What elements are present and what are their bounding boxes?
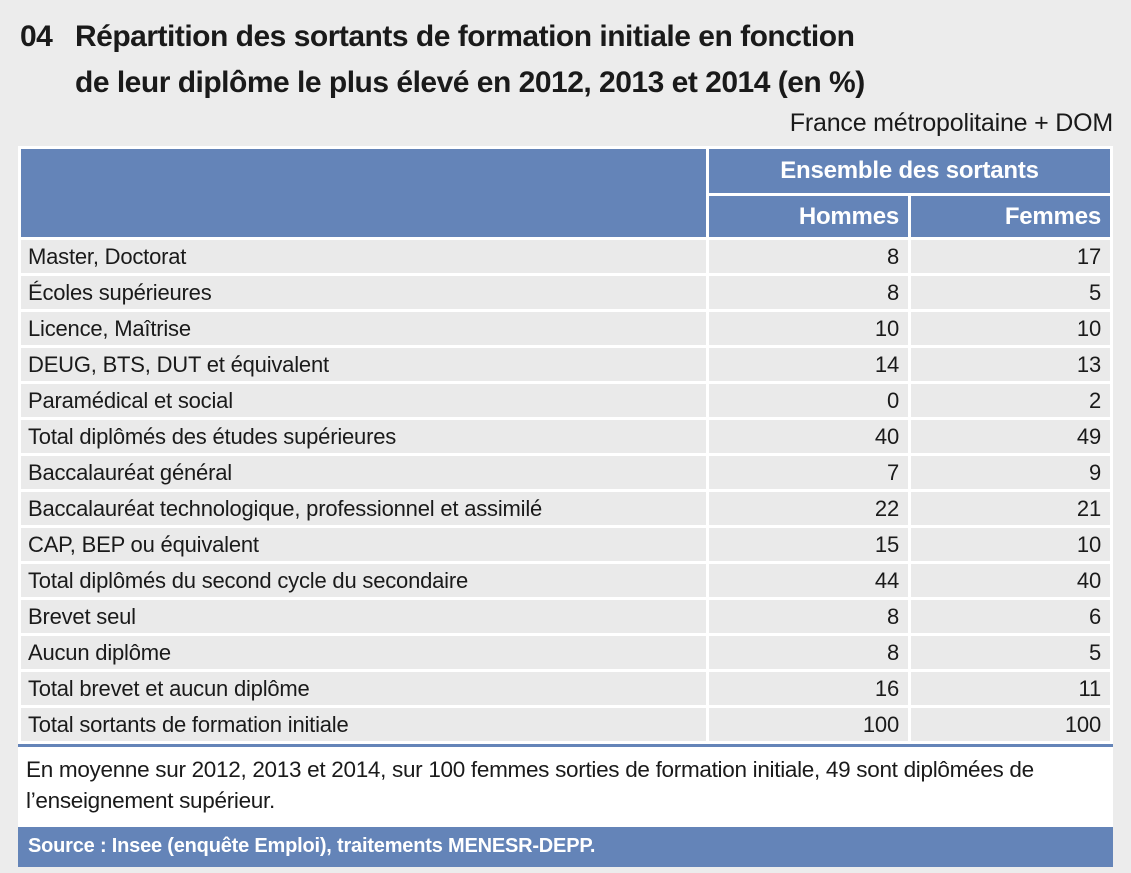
row-value-femmes: 11 (911, 672, 1110, 705)
row-value-femmes: 21 (911, 492, 1110, 525)
table-row: Paramédical et social 0 2 (21, 384, 1110, 417)
row-value-hommes: 22 (709, 492, 908, 525)
row-value-femmes: 9 (911, 456, 1110, 489)
table-row: Brevet seul 8 6 (21, 600, 1110, 633)
row-value-femmes: 5 (911, 636, 1110, 669)
row-value-femmes: 49 (911, 420, 1110, 453)
row-value-femmes: 100 (911, 708, 1110, 741)
row-value-femmes: 5 (911, 276, 1110, 309)
row-value-hommes: 14 (709, 348, 908, 381)
row-label: Paramédical et social (21, 384, 706, 417)
figure-number: 04 (20, 20, 53, 53)
row-label: DEUG, BTS, DUT et équivalent (21, 348, 706, 381)
row-value-femmes: 10 (911, 528, 1110, 561)
row-value-hommes: 44 (709, 564, 908, 597)
row-value-hommes: 100 (709, 708, 908, 741)
table-row: Écoles supérieures 8 5 (21, 276, 1110, 309)
table-row: CAP, BEP ou équivalent 15 10 (21, 528, 1110, 561)
row-label: Baccalauréat technologique, professionne… (21, 492, 706, 525)
row-label: Écoles supérieures (21, 276, 706, 309)
row-value-femmes: 6 (911, 600, 1110, 633)
row-value-hommes: 7 (709, 456, 908, 489)
row-value-femmes: 2 (911, 384, 1110, 417)
row-value-hommes: 16 (709, 672, 908, 705)
row-value-femmes: 10 (911, 312, 1110, 345)
row-label: Total diplômés des études supérieures (21, 420, 706, 453)
table-header: Ensemble des sortants Hommes Femmes (21, 149, 1110, 237)
row-value-femmes: 40 (911, 564, 1110, 597)
row-value-hommes: 15 (709, 528, 908, 561)
table-sheet: Ensemble des sortants Hommes Femmes Mast… (18, 146, 1113, 867)
figure-title-line-2: de leur diplôme le plus élevé en 2012, 2… (75, 66, 865, 99)
table-row: Total sortants de formation initiale 100… (21, 708, 1110, 741)
table-row: Total diplômés du second cycle du second… (21, 564, 1110, 597)
figure-title: Répartition des sortants de formation in… (75, 14, 865, 106)
row-value-femmes: 17 (911, 240, 1110, 273)
table-row: Master, Doctorat 8 17 (21, 240, 1110, 273)
table-row: Baccalauréat général 7 9 (21, 456, 1110, 489)
row-label: Aucun diplôme (21, 636, 706, 669)
row-label: Licence, Maîtrise (21, 312, 706, 345)
table-row: Aucun diplôme 8 5 (21, 636, 1110, 669)
row-label: Total diplômés du second cycle du second… (21, 564, 706, 597)
row-label: Baccalauréat général (21, 456, 706, 489)
row-value-hommes: 40 (709, 420, 908, 453)
table-row: Total brevet et aucun diplôme 16 11 (21, 672, 1110, 705)
source-bar: Source : Insee (enquête Emploi), traitem… (18, 827, 1113, 867)
column-header-hommes: Hommes (709, 196, 908, 237)
column-header-femmes: Femmes (911, 196, 1110, 237)
group-header-cell: Ensemble des sortants (709, 149, 1110, 193)
table-row: DEUG, BTS, DUT et équivalent 14 13 (21, 348, 1110, 381)
row-label: Brevet seul (21, 600, 706, 633)
row-label: Total sortants de formation initiale (21, 708, 706, 741)
figure-title-line-1: Répartition des sortants de formation in… (75, 20, 855, 53)
row-value-hommes: 0 (709, 384, 908, 417)
row-value-hommes: 8 (709, 636, 908, 669)
region-label: France métropolitaine + DOM (789, 109, 1113, 137)
figure-title-block: 04 Répartition des sortants de formation… (0, 0, 1131, 106)
row-value-hommes: 8 (709, 600, 908, 633)
data-table: Ensemble des sortants Hommes Femmes Mast… (18, 146, 1113, 744)
row-value-femmes: 13 (911, 348, 1110, 381)
row-label: Master, Doctorat (21, 240, 706, 273)
header-spacer-cell (21, 149, 706, 237)
source-text: Source : Insee (enquête Emploi), traitem… (28, 835, 596, 857)
table-row: Total diplômés des études supérieures 40… (21, 420, 1110, 453)
table-row: Licence, Maîtrise 10 10 (21, 312, 1110, 345)
row-value-hommes: 8 (709, 276, 908, 309)
row-label: CAP, BEP ou équivalent (21, 528, 706, 561)
row-value-hommes: 10 (709, 312, 908, 345)
reading-note: En moyenne sur 2012, 2013 et 2014, sur 1… (18, 747, 1113, 825)
table-body: Master, Doctorat 8 17 Écoles supérieures… (21, 240, 1110, 741)
table-bottom-rule (18, 744, 1113, 747)
row-label: Total brevet et aucun diplôme (21, 672, 706, 705)
row-value-hommes: 8 (709, 240, 908, 273)
table-row: Baccalauréat technologique, professionne… (21, 492, 1110, 525)
